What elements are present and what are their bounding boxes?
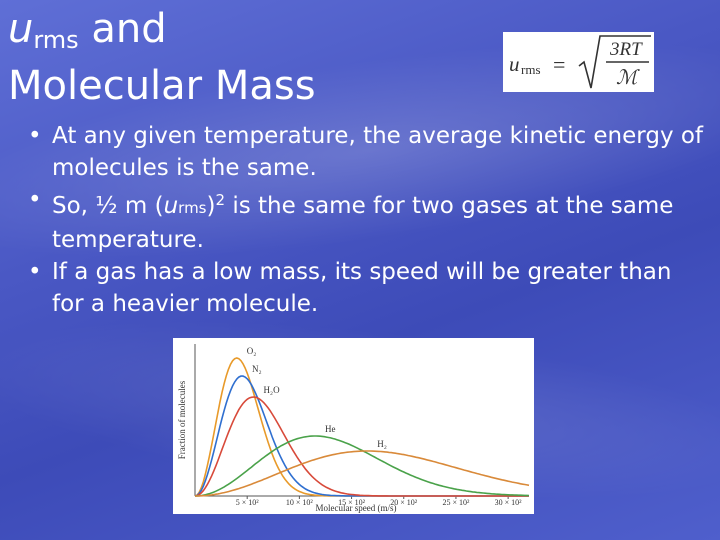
bullet-text-2-close: )	[206, 193, 216, 219]
bullet-text-3: If a gas has a low mass, its speed will …	[52, 259, 672, 317]
series-line	[194, 375, 529, 497]
series-label: N₂	[252, 364, 262, 374]
speed-distribution-chart: Fraction of molecules Molecular speed (m…	[173, 338, 534, 514]
bullet-text-2-sub: rms	[178, 199, 207, 217]
formula-svg: u rms = 3RT ℳ	[509, 35, 651, 89]
bullet-text-1: At any given temperature, the average ki…	[52, 123, 704, 181]
bullet-list: • At any given temperature, the average k…	[28, 120, 708, 320]
bullet-text-2a: So, ½ m (	[52, 193, 164, 219]
series-line	[195, 450, 530, 497]
series-label: He	[325, 424, 336, 434]
x-tick-label: 15 × 10²	[338, 498, 366, 507]
x-tick-label: 10 × 10²	[286, 498, 314, 507]
title-line1-rest: and	[78, 6, 167, 52]
formula-denominator: ℳ	[616, 67, 640, 89]
x-tick-label: 25 × 10²	[442, 498, 470, 507]
bullet-dot: •	[28, 259, 42, 285]
chart-marks: 5 × 10² 10 × 10² 15 × 10² 20 × 10² 25 × 10² 3…	[194, 346, 530, 507]
series-line	[194, 357, 529, 497]
bullet-dot: •	[28, 187, 42, 213]
x-tick-label: 30 × 10²	[495, 498, 523, 507]
series-label: H₂	[377, 439, 387, 449]
x-axis-label: Molecular speed (m/s)	[316, 503, 397, 513]
x-tick-label: 20 × 10²	[390, 498, 418, 507]
title-line-2: Molecular Mass	[8, 63, 316, 109]
formula-numerator: 3RT	[609, 39, 643, 60]
x-tick-label: 5 × 10²	[236, 498, 260, 507]
slide-title: urms and Molecular Mass	[8, 6, 316, 109]
title-symbol: u	[8, 6, 34, 52]
title-line-1: urms and	[8, 6, 316, 63]
y-axis-label: Fraction of molecules	[177, 380, 187, 459]
series-label: O₂	[247, 346, 257, 356]
series-line	[194, 396, 529, 497]
bullet-dot: •	[28, 123, 42, 149]
chart-svg: Fraction of molecules Molecular speed (m…	[177, 344, 530, 513]
bullet-text-2-sup: 2	[215, 191, 226, 209]
formula-lhs: u	[509, 52, 520, 76]
title-symbol-subscript: rms	[33, 26, 79, 54]
bullet-text-2b: is the same for two gases at the same te…	[52, 193, 674, 253]
bullet-text-2-symbol: u	[163, 193, 179, 219]
series-label: H₂O	[263, 385, 280, 395]
bullet-item: • If a gas has a low mass, its speed will…	[28, 256, 708, 320]
formula-radical	[578, 35, 651, 89]
formula-equals: =	[553, 52, 565, 77]
urms-formula: u rms = 3RT ℳ	[503, 32, 654, 92]
bullet-item: • At any given temperature, the average k…	[28, 120, 708, 184]
formula-lhs-sub: rms	[521, 62, 541, 77]
bullet-item: • So, ½ m (urms)2 is the same for two gas…	[28, 184, 708, 256]
